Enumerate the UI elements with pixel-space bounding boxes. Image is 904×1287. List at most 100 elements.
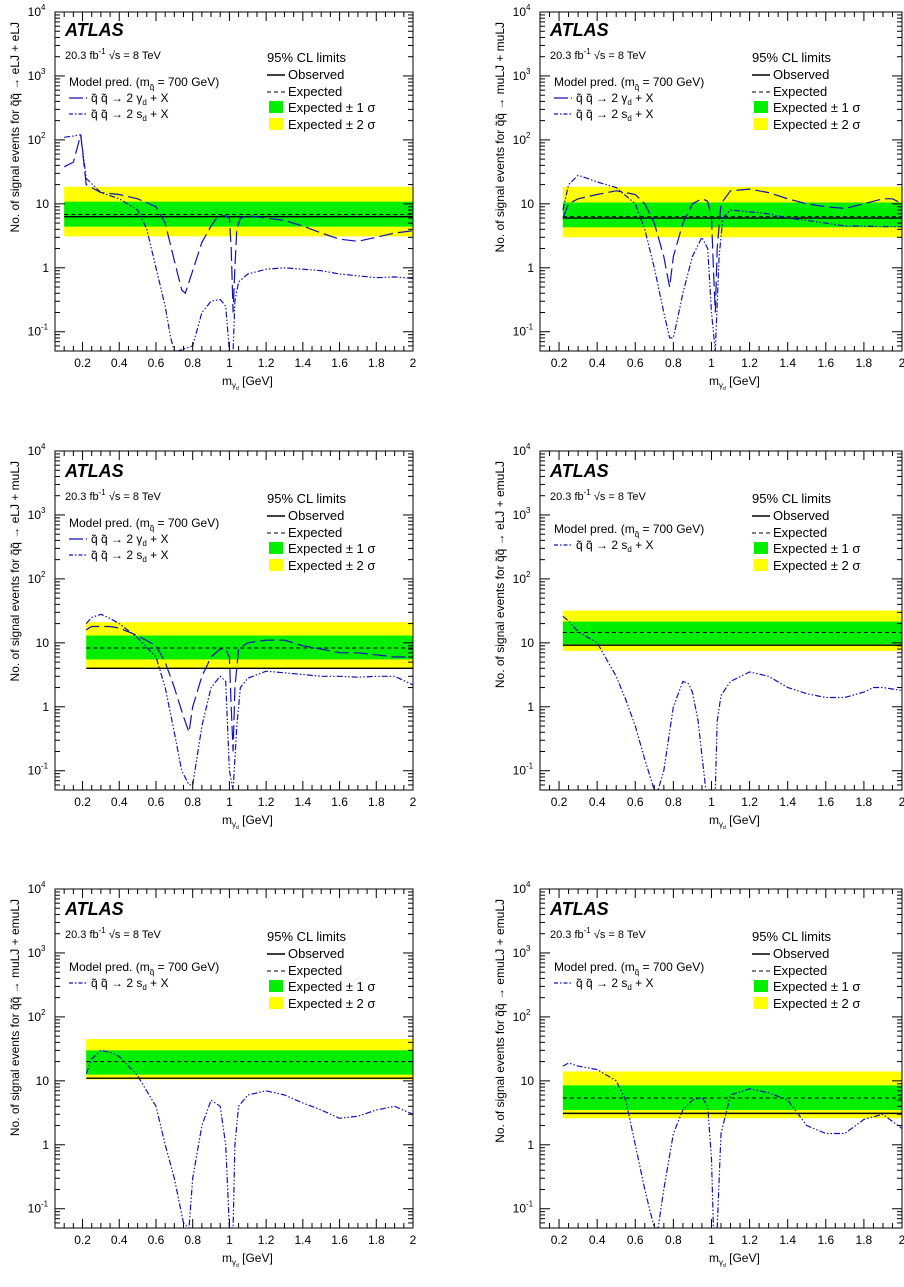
x-tick-label: 1.6	[331, 356, 348, 370]
x-tick-label: 0.6	[148, 795, 165, 809]
y-tick-label: 1	[527, 1138, 534, 1152]
x-tick-label: 1	[226, 795, 233, 809]
plot-frame	[54, 11, 414, 352]
x-tick-label: 1.2	[741, 1233, 758, 1247]
y-tick-label: 10	[513, 1010, 527, 1024]
legend-1sigma-label: Expected ± 1 σ	[773, 979, 860, 994]
x-axis-title: mγd [GeV]	[709, 374, 760, 392]
legend-expected-label: Expected	[288, 963, 342, 978]
x-tick-label: 2	[899, 356, 904, 370]
legend-expected-label: Expected	[773, 84, 827, 99]
luminosity-label: 20.3 fb-1 √s = 8 TeV	[65, 488, 161, 503]
model-pred-label: Model pred. (mq̃ = 700 GeV)	[554, 960, 704, 977]
y-tick-label: 10	[28, 444, 42, 458]
y-tick-exponent: 3	[41, 67, 46, 76]
atlas-label: ATLAS	[64, 461, 124, 481]
legend-observed-label: Observed	[773, 67, 829, 82]
x-tick-label: 1.8	[368, 795, 385, 809]
x-tick-label: 0.2	[74, 1233, 91, 1247]
x-tick-label: 0.8	[184, 1233, 201, 1247]
y-tick-exponent: 3	[41, 506, 46, 515]
y-tick-label: 10	[28, 69, 42, 83]
y-tick-label: 10	[521, 1074, 535, 1088]
x-tick-label: 1.8	[856, 356, 873, 370]
x-tick-label: 0.2	[74, 795, 91, 809]
x-tick-label: 1.6	[331, 795, 348, 809]
x-tick-label: 0.8	[665, 795, 682, 809]
plot-area	[85, 613, 413, 790]
y-tick-exponent: 3	[41, 944, 46, 953]
legend-2sigma-label: Expected ± 2 σ	[773, 117, 860, 132]
y-tick-exponent: 3	[526, 67, 531, 76]
y-tick-exponent: -1	[41, 323, 49, 332]
legend-gamma-label: q̃ q̃ → 2 γd + X	[576, 91, 654, 107]
y-tick-label: 1	[527, 261, 534, 275]
y-tick-exponent: 2	[41, 131, 46, 140]
legend-1sigma-swatch	[754, 542, 768, 554]
y-axis-title: No. of signal events for q̃q̃ → muLJ + e…	[8, 899, 22, 1136]
model-curve-s	[85, 1049, 413, 1228]
x-tick-label: 0.4	[111, 1233, 128, 1247]
x-tick-label: 1.6	[331, 1233, 348, 1247]
legend-title: 95% CL limits	[267, 50, 346, 65]
y-tick-exponent: -1	[526, 762, 534, 771]
x-tick-label: 1.4	[295, 795, 312, 809]
x-tick-label: 2	[410, 795, 417, 809]
y-tick-exponent: 2	[526, 131, 531, 140]
x-tick-label: 1.8	[368, 1233, 385, 1247]
y-tick-label: 10	[513, 444, 527, 458]
x-tick-label: 1.4	[779, 795, 796, 809]
luminosity-label: 20.3 fb-1 √s = 8 TeV	[550, 488, 646, 503]
legend-title: 95% CL limits	[267, 929, 346, 944]
y-tick-label: 10	[513, 764, 527, 778]
legend-2sigma-swatch	[269, 997, 283, 1009]
plot-area	[562, 610, 902, 790]
legend-s-label: q̃ q̃ → 2 sd + X	[91, 976, 169, 992]
y-tick-label: 10	[36, 1074, 50, 1088]
legend-observed-label: Observed	[288, 508, 344, 523]
y-tick-exponent: 4	[41, 442, 46, 451]
model-pred-label: Model pred. (mq̃ = 700 GeV)	[69, 960, 219, 977]
x-tick-label: 1	[708, 1233, 715, 1247]
x-tick-label: 0.8	[184, 356, 201, 370]
luminosity-label: 20.3 fb-1 √s = 8 TeV	[65, 926, 161, 941]
x-tick-label: 1.8	[856, 1233, 873, 1247]
luminosity-label: 20.3 fb-1 √s = 8 TeV	[65, 47, 161, 62]
luminosity-label: 20.3 fb-1 √s = 8 TeV	[550, 47, 646, 62]
legend-2sigma-swatch	[754, 559, 768, 571]
x-tick-label: 0.4	[589, 795, 606, 809]
atlas-label: ATLAS	[549, 899, 609, 919]
legend-2sigma-swatch	[754, 997, 768, 1009]
x-tick-label: 1.2	[741, 795, 758, 809]
model-pred-label: Model pred. (mq̃ = 700 GeV)	[554, 522, 704, 539]
atlas-label: ATLAS	[64, 899, 124, 919]
y-tick-label: 10	[513, 946, 527, 960]
legend-2sigma-swatch	[269, 118, 283, 130]
legend-observed-label: Observed	[773, 508, 829, 523]
legend-observed-label: Observed	[773, 946, 829, 961]
x-axis-title: mγd [GeV]	[709, 813, 760, 831]
x-tick-label: 0.8	[184, 795, 201, 809]
model-curve-s	[64, 134, 413, 351]
model-curve-s	[562, 174, 902, 351]
legend-2sigma-label: Expected ± 2 σ	[773, 558, 860, 573]
x-tick-label: 0.2	[551, 795, 568, 809]
expected-1sigma-band	[562, 202, 902, 228]
y-tick-exponent: 2	[526, 1008, 531, 1017]
atlas-label: ATLAS	[549, 461, 609, 481]
legend-expected-label: Expected	[288, 525, 342, 540]
legend-expected-label: Expected	[773, 525, 827, 540]
x-axis-title: mγd [GeV]	[222, 813, 273, 831]
y-tick-label: 10	[513, 133, 527, 147]
y-axis-title: No. of signal events for q̃q̃ → eLJ + mu…	[8, 461, 22, 681]
x-tick-label: 1.4	[779, 1233, 796, 1247]
model-curve-s	[562, 1062, 902, 1228]
y-tick-exponent: 4	[526, 442, 531, 451]
y-axis-title: No. of signal events for q̃q̃ → eLJ + em…	[493, 461, 507, 688]
y-tick-label: 10	[28, 508, 42, 522]
x-tick-label: 0.6	[148, 356, 165, 370]
x-tick-label: 0.8	[665, 1233, 682, 1247]
legend-s-label: q̃ q̃ → 2 sd + X	[576, 976, 654, 992]
